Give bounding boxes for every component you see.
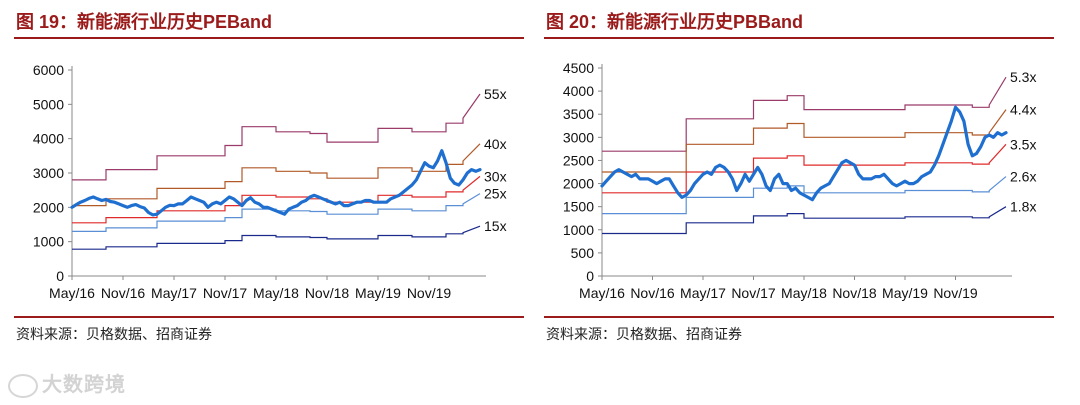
band-line-40x xyxy=(72,143,481,207)
x-tick-label: May/19 xyxy=(355,285,401,301)
watermark-text: 大数跨境 xyxy=(42,374,126,396)
title-rule xyxy=(14,37,524,39)
source-rule xyxy=(14,316,524,318)
x-tick-label: May/16 xyxy=(579,285,625,301)
x-tick-label: Nov/17 xyxy=(731,285,776,301)
x-tick-label: May/18 xyxy=(253,285,299,301)
x-tick-label: Nov/16 xyxy=(101,285,146,301)
x-tick-label: May/18 xyxy=(781,285,827,301)
x-tick-label: Nov/18 xyxy=(832,285,877,301)
x-tick-label: Nov/17 xyxy=(203,285,248,301)
y-tick-label: 4000 xyxy=(563,83,594,99)
y-tick-label: 1500 xyxy=(563,199,594,215)
y-tick-label: 3000 xyxy=(33,165,64,181)
pb-band-chart: 0 500 1000 1500 2000 2500 3000 3500 4000 4500 May/… xyxy=(563,60,1037,301)
chart-title: 图 19：新能源行业历史PEBand xyxy=(16,12,273,32)
source-rule xyxy=(544,316,1054,318)
x-tick-label: Nov/19 xyxy=(407,285,452,301)
band-label-30x: 30x xyxy=(484,168,507,184)
y-tick-label: 0 xyxy=(56,268,64,284)
band-line-5.3x xyxy=(602,76,1007,152)
y-tick-label: 2000 xyxy=(33,199,64,215)
band-line-2.6x xyxy=(602,176,1007,215)
x-tick-label: Nov/19 xyxy=(933,285,978,301)
x-tick-label: May/17 xyxy=(151,285,197,301)
main-index-line xyxy=(600,105,1008,202)
chart-source: 资料来源：贝格数据、招商证券 xyxy=(546,326,742,342)
band-label-4.4x: 4.4x xyxy=(1010,102,1036,118)
y-tick-label: 2500 xyxy=(563,152,594,168)
watermark: 大数跨境 xyxy=(8,368,126,398)
band-label-2.6x: 2.6x xyxy=(1010,169,1036,185)
x-tick-label: May/16 xyxy=(49,285,95,301)
band-line-15x xyxy=(72,225,481,250)
y-tick-label: 500 xyxy=(571,245,595,261)
chart-title: 图 20：新能源行业历史PBBand xyxy=(546,12,804,32)
title-rule xyxy=(544,37,1054,39)
band-line-30x xyxy=(72,175,481,224)
x-tick-label: May/17 xyxy=(680,285,726,301)
y-tick-label: 6000 xyxy=(33,62,64,78)
band-label-1.8x: 1.8x xyxy=(1010,199,1036,215)
y-tick-label: 2000 xyxy=(563,176,594,192)
band-line-4.4x xyxy=(602,109,1007,173)
band-line-1.8x xyxy=(602,206,1007,235)
y-tick-label: 5000 xyxy=(33,96,64,112)
y-tick-label: 3500 xyxy=(563,106,594,122)
band-label-5.3x: 5.3x xyxy=(1010,69,1036,85)
chart-source: 资料来源：贝格数据、招商证券 xyxy=(16,326,212,342)
x-tick-label: May/19 xyxy=(882,285,928,301)
pe-band-panel: 图 19：新能源行业历史PEBand 0 1000 2000 3000 4000 5000… xyxy=(14,0,526,360)
y-tick-label: 1000 xyxy=(33,234,64,250)
x-tick-label: Nov/16 xyxy=(630,285,675,301)
band-label-15x: 15x xyxy=(484,218,507,234)
band-label-55x: 55x xyxy=(484,86,507,102)
y-tick-label: 3000 xyxy=(563,129,594,145)
band-label-25x: 25x xyxy=(484,186,507,202)
y-tick-label: 0 xyxy=(586,268,594,284)
band-label-40x: 40x xyxy=(484,136,507,152)
band-line-3.5x xyxy=(602,143,1007,194)
band-line-25x xyxy=(72,193,481,232)
y-tick-label: 1000 xyxy=(563,222,594,238)
band-label-3.5x: 3.5x xyxy=(1010,136,1036,152)
x-tick-label: Nov/18 xyxy=(305,285,350,301)
band-line-55x xyxy=(72,93,481,181)
main-index-line xyxy=(70,149,482,217)
pb-band-panel: 图 20：新能源行业历史PBBand 0 500 1000 1500 2000 2500 3… xyxy=(544,0,1056,360)
pe-band-chart: 0 1000 2000 3000 4000 5000 6000 May/16 Nov/16 May… xyxy=(33,62,507,301)
y-tick-label: 4000 xyxy=(33,131,64,147)
watermark-logo-icon xyxy=(8,373,38,398)
y-tick-label: 4500 xyxy=(563,60,594,76)
